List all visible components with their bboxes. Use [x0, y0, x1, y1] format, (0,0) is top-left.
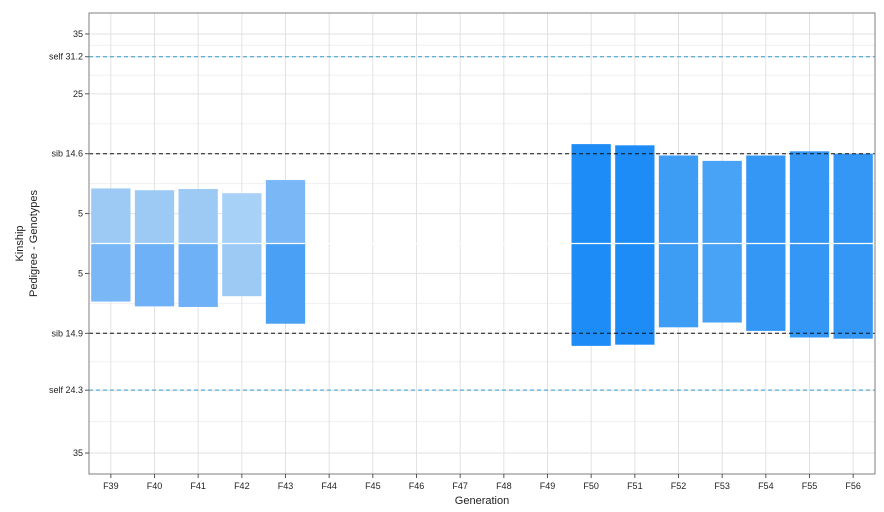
x-tick-label: F55: [802, 481, 818, 491]
y-tick-label: 35: [73, 448, 83, 458]
bar-upper-F56: [833, 153, 873, 244]
y-axis-ticks: 35 self 31.2 25 sib 14.6 5 5 sib 14.9 self 24.3…: [49, 29, 89, 458]
x-tick-label: F41: [190, 481, 206, 491]
y-tick-label: 25: [73, 89, 83, 99]
y-axis-title-line-1: Kinship: [14, 225, 26, 261]
bar-lower-F56: [833, 243, 873, 339]
y-tick-label: 35: [73, 29, 83, 39]
bar-upper-F55: [789, 151, 830, 244]
reference-lines: [89, 56, 875, 391]
bar-lower-F40: [134, 243, 175, 307]
bar-lower-F43: [265, 243, 306, 324]
x-axis-title: Generation: [455, 495, 509, 507]
x-tick-label: F39: [103, 481, 119, 491]
x-tick-label: F45: [365, 481, 381, 491]
y-axis-title-line-2: Pedigree - Genotypes: [28, 189, 40, 297]
y-tick-label: sib 14.9: [51, 328, 83, 338]
bar-upper-F51: [615, 145, 655, 244]
bar-lower-F50: [571, 243, 611, 346]
x-tick-label: F52: [671, 481, 687, 491]
bar-upper-F40: [134, 190, 175, 244]
x-tick-label: F53: [714, 481, 730, 491]
x-axis-ticks: F39 F40 F41 F42 F43 F44 F45 F46 F47 F48 F49 F50 F51 F…: [103, 474, 861, 491]
x-tick-label: F56: [845, 481, 861, 491]
x-tick-label: F42: [234, 481, 250, 491]
x-tick-label: F46: [409, 481, 425, 491]
x-tick-label: F47: [452, 481, 468, 491]
y-tick-label: 5: [78, 209, 83, 219]
x-tick-label: F44: [321, 481, 337, 491]
bars: [89, 144, 875, 346]
bar-lower-F42: [222, 243, 262, 297]
bar-upper-F41: [178, 189, 218, 244]
bar-upper-F53: [702, 160, 742, 244]
bar-lower-F55: [789, 243, 830, 338]
bar-upper-F43: [265, 180, 306, 244]
bar-upper-F42: [222, 193, 262, 244]
x-tick-label: F51: [627, 481, 643, 491]
bar-lower-F39: [91, 243, 131, 302]
bar-lower-F53: [702, 243, 742, 323]
bar-lower-F54: [746, 243, 786, 331]
bar-lower-F51: [615, 243, 655, 345]
bar-lower-F41: [178, 243, 218, 307]
y-tick-label: sib 14.6: [51, 149, 83, 159]
bar-lower-F52: [658, 243, 699, 328]
bar-upper-F50: [571, 144, 611, 244]
plot-border: [88, 12, 876, 475]
x-tick-label: F40: [147, 481, 163, 491]
x-tick-label: F49: [540, 481, 556, 491]
x-tick-label: F43: [278, 481, 294, 491]
y-tick-label: self 24.3: [49, 385, 83, 395]
y-tick-label: 5: [78, 268, 83, 278]
x-tick-label: F48: [496, 481, 512, 491]
bar-upper-F39: [91, 188, 131, 244]
bar-upper-F52: [658, 155, 699, 244]
y-tick-label: self 31.2: [49, 52, 83, 62]
bar-upper-F54: [746, 155, 786, 244]
x-tick-label: F54: [758, 481, 774, 491]
x-tick-label: F50: [583, 481, 599, 491]
